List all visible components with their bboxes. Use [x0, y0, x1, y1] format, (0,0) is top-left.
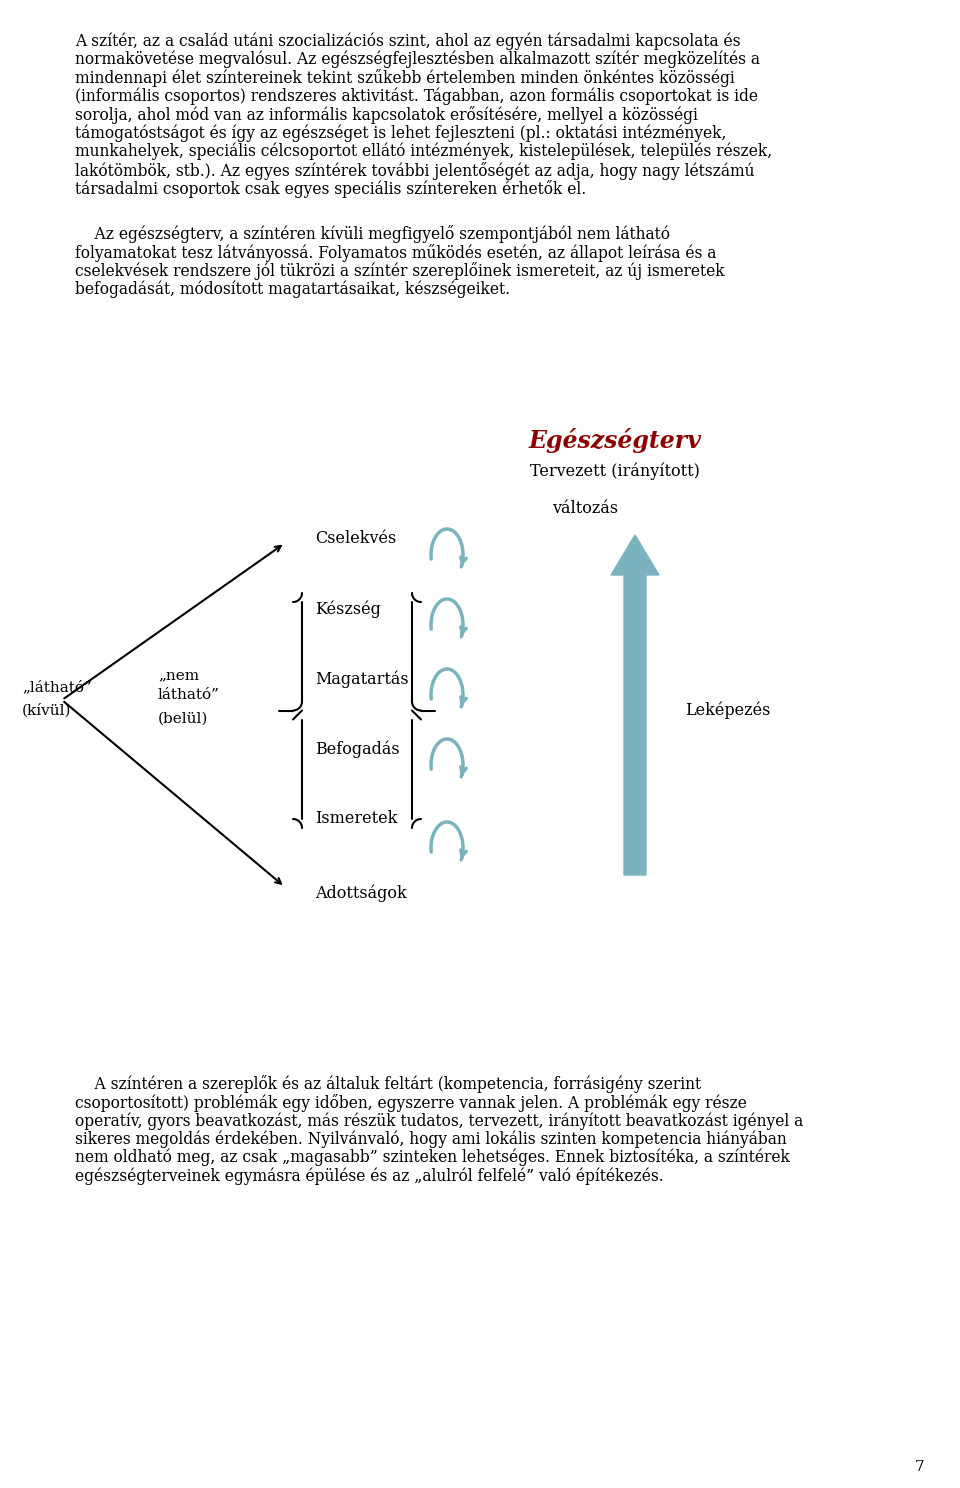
Text: társadalmi csoportok csak egyes speciális színtereken érhetők el.: társadalmi csoportok csak egyes speciáli… — [75, 180, 587, 198]
Text: (kívül): (kívül) — [22, 702, 71, 717]
Text: Befogadás: Befogadás — [315, 740, 399, 757]
Text: Adottságok: Adottságok — [315, 885, 407, 903]
Text: sorolja, ahol mód van az informális kapcsolatok erősítésére, mellyel a közösségi: sorolja, ahol mód van az informális kapc… — [75, 106, 698, 124]
Text: Leképezés: Leképezés — [685, 701, 770, 719]
Text: (belül): (belül) — [158, 711, 208, 726]
Text: 7: 7 — [915, 1460, 924, 1475]
Text: nem oldható meg, az csak „magasabb” szinteken lehetséges. Ennek biztosítéka, a s: nem oldható meg, az csak „magasabb” szin… — [75, 1149, 790, 1167]
Text: egészségterveinek egymásra épülése és az „alulról felfelé” való építékezés.: egészségterveinek egymásra épülése és az… — [75, 1168, 663, 1184]
Text: változás: változás — [552, 500, 618, 516]
FancyArrow shape — [611, 536, 659, 875]
Text: befogadását, módosított magatartásaikat, készségeiket.: befogadását, módosított magatartásaikat,… — [75, 281, 510, 298]
Text: (informális csoportos) rendszeres aktivitást. Tágabban, azon formális csoportoka: (informális csoportos) rendszeres aktivi… — [75, 88, 758, 106]
Text: Készség: Készség — [315, 600, 381, 618]
Text: munkahelyek, speciális célcsoportot ellátó intézmények, kistelepülések, települé: munkahelyek, speciális célcsoportot ellá… — [75, 143, 772, 161]
Text: „látható”: „látható” — [22, 680, 92, 693]
Text: Egészségterv: Egészségterv — [529, 429, 702, 452]
Text: mindennapi élet színtereinek tekint szűkebb értelemben minden önkéntes közösségi: mindennapi élet színtereinek tekint szűk… — [75, 68, 734, 86]
Text: A szítér, az a család utáni szocializációs szint, ahol az egyén társadalmi kapcs: A szítér, az a család utáni szocializáci… — [75, 33, 740, 49]
Text: Cselekvés: Cselekvés — [315, 530, 396, 548]
Text: csoportosított) problémák egy időben, egyszerre vannak jelen. A problémák egy ré: csoportosított) problémák egy időben, eg… — [75, 1094, 747, 1112]
Text: „nem: „nem — [158, 668, 199, 682]
Text: operatív, gyors beavatkozást, más részük tudatos, tervezett, irányított beavatko: operatív, gyors beavatkozást, más részük… — [75, 1112, 804, 1129]
Text: látható”: látható” — [158, 687, 220, 702]
Text: cselekvések rendszere jól tükrözi a színtér szereplőinek ismereteit, az új ismer: cselekvések rendszere jól tükrözi a szín… — [75, 262, 725, 280]
Text: A színtéren a szereplők és az általuk feltárt (kompetencia, forrásigény szerint: A színtéren a szereplők és az általuk fe… — [75, 1074, 701, 1094]
Text: sikeres megoldás érdekében. Nyilvánvaló, hogy ami lokális szinten kompetencia hi: sikeres megoldás érdekében. Nyilvánvaló,… — [75, 1131, 787, 1149]
Text: támogatóstságot és így az egészséget is lehet fejleszteni (pl.: oktatási intézmé: támogatóstságot és így az egészséget is … — [75, 125, 727, 141]
Text: Tervezett (irányított): Tervezett (irányított) — [530, 461, 700, 479]
Text: Ismeretek: Ismeretek — [315, 809, 397, 827]
Text: folyamatokat tesz látványossá. Folyamatos működés esetén, az állapot leírása és : folyamatokat tesz látványossá. Folyamato… — [75, 244, 716, 262]
Text: normakövetése megvalósul. Az egészségfejlesztésben alkalmazott szítér megközelít: normakövetése megvalósul. Az egészségfej… — [75, 51, 760, 68]
Text: lakótömbök, stb.). Az egyes színtérek további jelentőségét az adja, hogy nagy lé: lakótömbök, stb.). Az egyes színtérek to… — [75, 162, 755, 180]
Text: Az egészségterv, a színtéren kívüli megfigyelő szempontjából nem látható: Az egészségterv, a színtéren kívüli megf… — [75, 225, 670, 243]
Text: Magatartás: Magatartás — [315, 670, 409, 687]
